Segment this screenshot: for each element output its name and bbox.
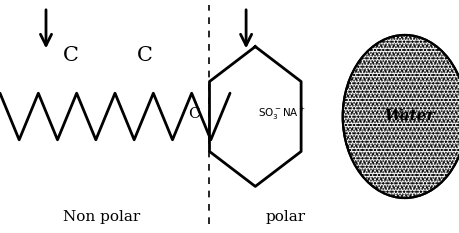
Text: polar: polar bbox=[264, 210, 305, 224]
Text: Non polar: Non polar bbox=[62, 210, 140, 224]
Text: C: C bbox=[63, 46, 79, 65]
Text: $\mathsf{SO_3^-NA^+}$: $\mathsf{SO_3^-NA^+}$ bbox=[257, 106, 305, 122]
Ellipse shape bbox=[342, 35, 459, 198]
Text: C: C bbox=[188, 107, 200, 121]
Text: Water: Water bbox=[383, 110, 434, 123]
Text: C: C bbox=[137, 46, 152, 65]
